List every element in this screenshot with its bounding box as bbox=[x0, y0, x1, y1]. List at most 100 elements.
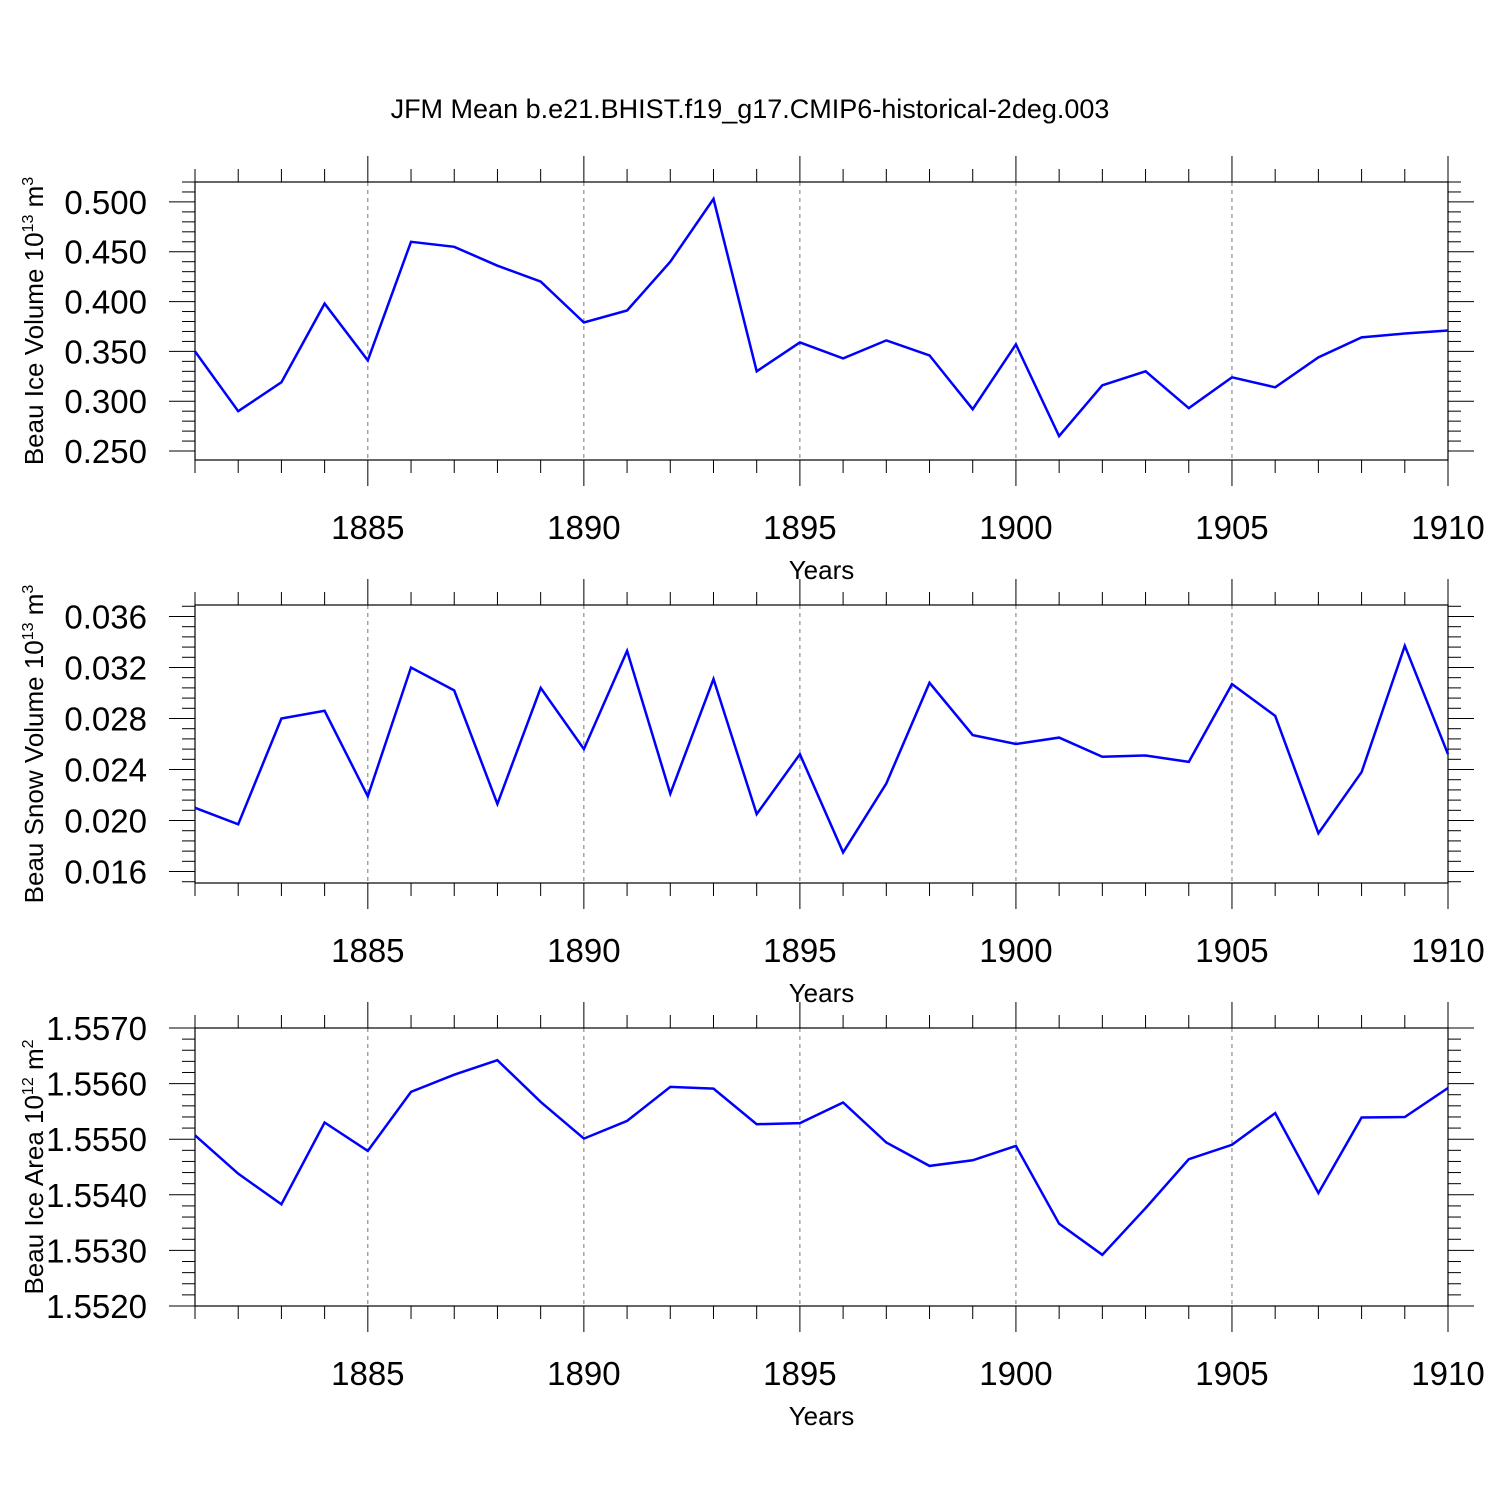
y-tick-label: 0.350 bbox=[64, 333, 147, 370]
data-point bbox=[194, 1134, 196, 1136]
data-point bbox=[1231, 376, 1233, 378]
x-tick-label: 1900 bbox=[979, 1355, 1052, 1392]
x-axis-label: Years bbox=[789, 978, 855, 1008]
y-axis-label: Beau Ice Volume 1013 m3 bbox=[19, 177, 49, 465]
data-point bbox=[842, 851, 844, 853]
data-point bbox=[367, 1150, 369, 1152]
data-point bbox=[1231, 683, 1233, 685]
series-line bbox=[194, 642, 1450, 856]
data-point bbox=[539, 1101, 541, 1103]
data-point bbox=[626, 309, 628, 311]
data-point bbox=[583, 1137, 585, 1139]
data-point bbox=[1188, 1158, 1190, 1160]
data-point bbox=[280, 381, 282, 383]
data-point bbox=[1274, 715, 1276, 717]
data-point bbox=[323, 302, 325, 304]
data-point bbox=[669, 1086, 671, 1088]
data-point bbox=[1058, 1223, 1060, 1225]
data-point bbox=[1447, 329, 1449, 331]
x-tick-label: 1905 bbox=[1195, 509, 1268, 546]
y-axis-label-unit-exponent: 2 bbox=[20, 1039, 37, 1048]
data-point bbox=[237, 1172, 239, 1174]
data-point bbox=[1447, 753, 1449, 755]
panels: 1885 1890 1895 1900 1905 1910 0.250 0.300 0.350 0… bbox=[19, 156, 1485, 1431]
x-tick-label: 1895 bbox=[763, 509, 836, 546]
y-tick-label: 0.450 bbox=[64, 234, 147, 271]
data-point bbox=[410, 666, 412, 668]
data-point bbox=[323, 1121, 325, 1123]
panel-2: 1885 1890 1895 1900 1905 1910 0.016 0.020 0.024 0… bbox=[19, 579, 1485, 1008]
x-tick-label: 1890 bbox=[547, 932, 620, 969]
y-axis-label-main: Beau Ice Area 10 bbox=[19, 1095, 49, 1294]
data-point bbox=[928, 1165, 930, 1167]
data-point bbox=[1360, 336, 1362, 338]
data-point bbox=[799, 1122, 801, 1124]
data-point bbox=[539, 687, 541, 689]
y-tick-label: 1.5550 bbox=[46, 1121, 147, 1158]
y-tick-label: 1.5520 bbox=[46, 1288, 147, 1325]
data-point bbox=[1404, 332, 1406, 334]
data-point bbox=[1317, 1192, 1319, 1194]
plot-frame bbox=[194, 1027, 1449, 1307]
data-point bbox=[1274, 386, 1276, 388]
y-tick-label: 0.032 bbox=[64, 649, 147, 686]
data-point bbox=[1015, 743, 1017, 745]
data-point bbox=[194, 807, 196, 809]
x-tick-label: 1905 bbox=[1195, 932, 1268, 969]
data-point bbox=[755, 813, 757, 815]
series-line bbox=[194, 1058, 1449, 1257]
y-axis-label: Beau Ice Area 1012 m2 bbox=[19, 1039, 49, 1294]
x-axis-label: Years bbox=[789, 555, 855, 585]
y-tick-label: 0.036 bbox=[64, 598, 147, 635]
data-point bbox=[410, 241, 412, 243]
y-tick-label: 0.400 bbox=[64, 284, 147, 321]
data-point bbox=[1144, 370, 1146, 372]
data-point bbox=[1188, 761, 1190, 763]
data-point bbox=[453, 246, 455, 248]
data-point bbox=[1101, 384, 1103, 386]
y-tick-label: 0.024 bbox=[64, 752, 147, 789]
data-point bbox=[496, 264, 498, 266]
data-point bbox=[1015, 1145, 1017, 1147]
data-point bbox=[669, 261, 671, 263]
panel-1: 1885 1890 1895 1900 1905 1910 0.250 0.300 0.350 0… bbox=[19, 156, 1485, 585]
y-tick-label: 1.5540 bbox=[46, 1177, 147, 1214]
data-point bbox=[972, 408, 974, 410]
data-point bbox=[237, 823, 239, 825]
data-point bbox=[323, 710, 325, 712]
data-point bbox=[972, 734, 974, 736]
data-point bbox=[842, 1101, 844, 1103]
data-point bbox=[1101, 756, 1103, 758]
data-point bbox=[237, 410, 239, 412]
data-point bbox=[367, 795, 369, 797]
y-axis-label-unit: m bbox=[19, 1048, 49, 1077]
y-axis-label-unit-exponent: 3 bbox=[20, 585, 37, 594]
x-tick-label: 1900 bbox=[979, 932, 1052, 969]
data-point bbox=[972, 1159, 974, 1161]
x-tick-label: 1890 bbox=[547, 1355, 620, 1392]
y-tick-label: 0.250 bbox=[64, 433, 147, 470]
y-tick-label: 0.020 bbox=[64, 803, 147, 840]
x-tick-label: 1905 bbox=[1195, 1355, 1268, 1392]
data-point bbox=[1447, 1087, 1449, 1089]
y-axis-label-exponent: 13 bbox=[20, 215, 37, 233]
y-axis-label: Beau Snow Volume 1013 m3 bbox=[19, 585, 49, 904]
y-tick-label: 1.5570 bbox=[46, 1010, 147, 1047]
data-point bbox=[194, 350, 196, 352]
data-point bbox=[626, 650, 628, 652]
x-axis-label: Years bbox=[789, 1401, 855, 1431]
data-point bbox=[799, 341, 801, 343]
data-point bbox=[1404, 1116, 1406, 1118]
data-point bbox=[626, 1120, 628, 1122]
x-tick-label: 1910 bbox=[1411, 932, 1484, 969]
y-axis-label-exponent: 13 bbox=[20, 622, 37, 640]
data-point bbox=[885, 782, 887, 784]
y-axis-label-main: Beau Snow Volume 10 bbox=[19, 640, 49, 903]
data-point bbox=[539, 280, 541, 282]
x-tick-label: 1885 bbox=[331, 1355, 404, 1392]
data-point bbox=[1231, 1144, 1233, 1146]
figure-title: JFM Mean b.e21.BHIST.f19_g17.CMIP6-histo… bbox=[391, 94, 1110, 124]
data-point bbox=[496, 803, 498, 805]
data-point bbox=[712, 198, 714, 200]
